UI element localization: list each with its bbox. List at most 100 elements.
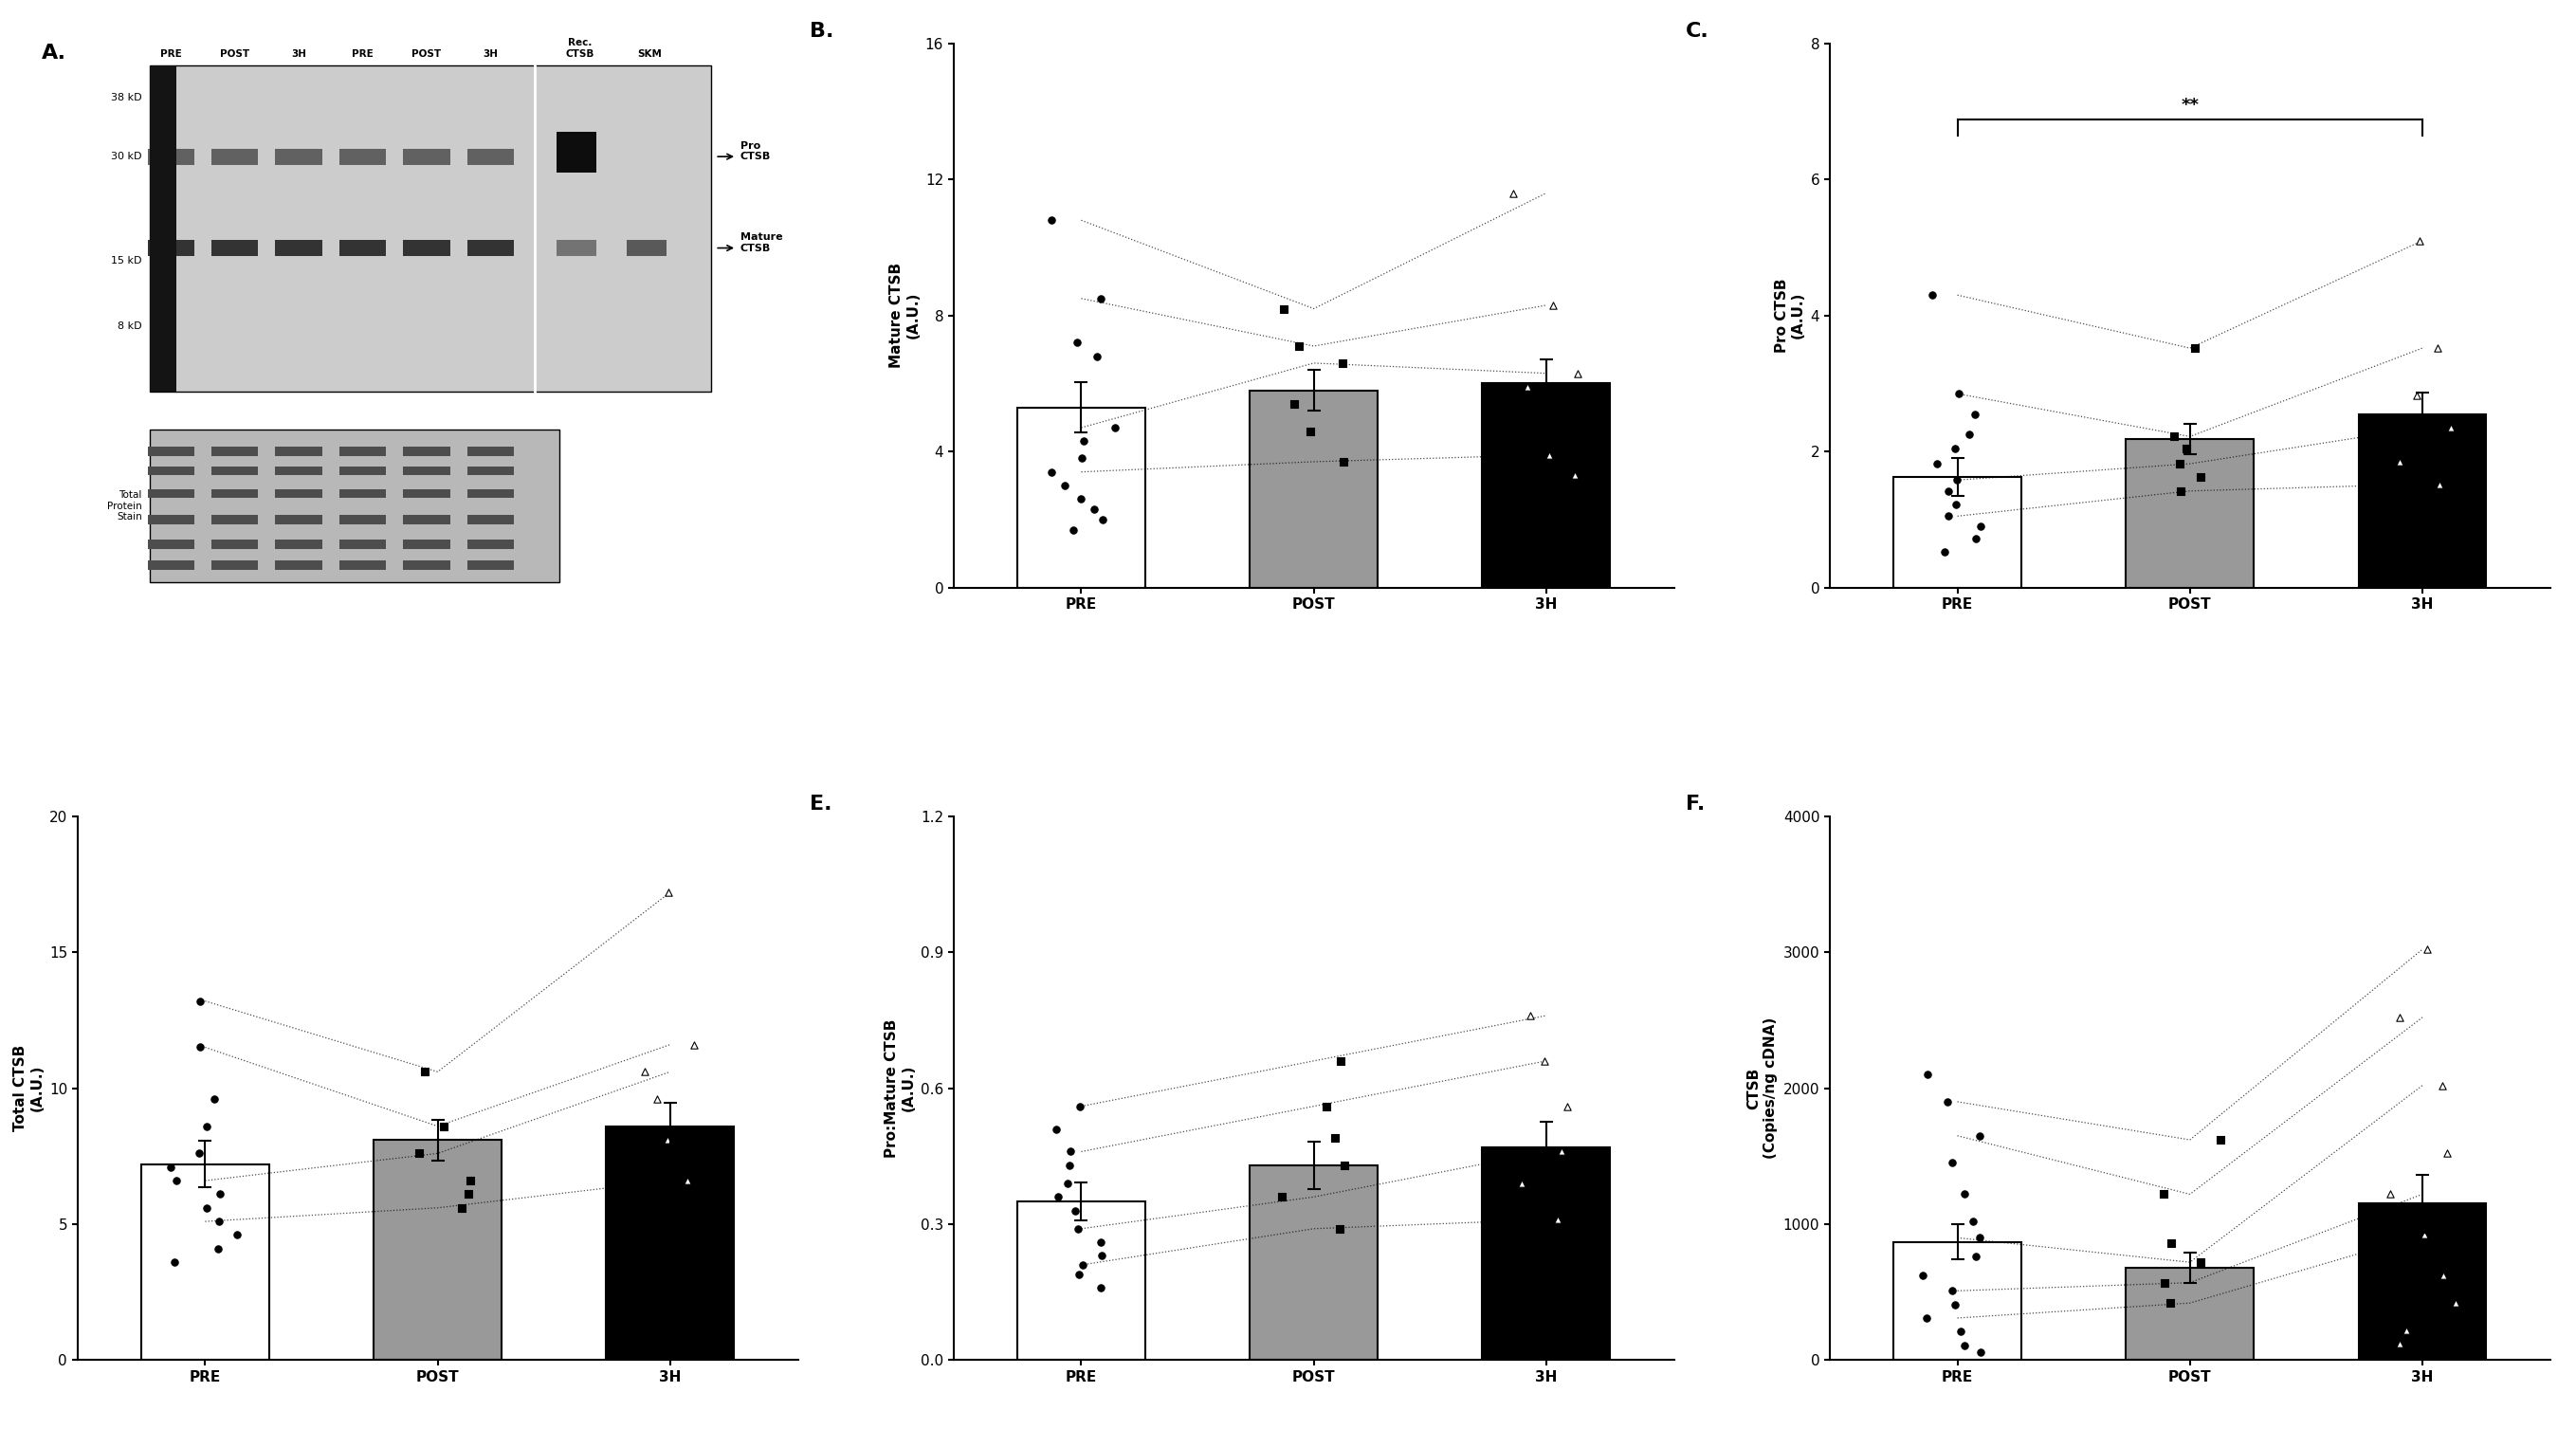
Bar	[276, 466, 322, 476]
Point	[2378, 1333, 2419, 1356]
Point	[2421, 1074, 2463, 1097]
Point	[1906, 1307, 1947, 1330]
Point	[1043, 475, 1084, 498]
Point	[2380, 450, 2421, 473]
Bar	[211, 149, 258, 165]
Bar	[147, 240, 193, 256]
Text: 3H: 3H	[482, 49, 497, 59]
Bar	[340, 240, 386, 256]
Bar	[149, 65, 711, 392]
Bar	[211, 447, 258, 456]
Point	[178, 1142, 219, 1165]
Bar	[147, 466, 193, 476]
Text: E.: E.	[809, 794, 832, 813]
Bar	[402, 447, 451, 456]
Bar	[402, 540, 451, 548]
Point	[667, 1169, 708, 1192]
Text: 8 kD: 8 kD	[118, 321, 142, 331]
Point	[422, 1114, 464, 1137]
Point	[2143, 1182, 2184, 1205]
Bar	[466, 515, 513, 524]
Point	[1960, 1340, 2002, 1363]
Point	[1924, 541, 1965, 564]
Point	[2403, 1224, 2445, 1247]
Text: Mature
CTSB: Mature CTSB	[739, 233, 783, 253]
Bar	[147, 540, 193, 548]
Point	[198, 1182, 240, 1205]
Point	[1937, 382, 1978, 405]
Point	[1079, 1276, 1121, 1299]
Point	[1937, 469, 1978, 492]
Point	[1030, 460, 1072, 483]
Point	[2166, 437, 2208, 460]
Bar	[1018, 407, 1146, 587]
Bar	[149, 65, 178, 392]
Bar	[340, 466, 386, 476]
Point	[1530, 443, 1571, 466]
Point	[1510, 1004, 1551, 1027]
Point	[149, 1156, 191, 1179]
Point	[1273, 392, 1314, 415]
Bar	[402, 466, 451, 476]
Point	[1082, 508, 1123, 531]
Point	[1947, 423, 1989, 446]
Bar	[466, 447, 513, 456]
Point	[2151, 1231, 2192, 1255]
Point	[1048, 1153, 1090, 1176]
Text: Total
Protein
Stain: Total Protein Stain	[108, 491, 142, 522]
Point	[1935, 1292, 1976, 1315]
Point	[2161, 479, 2202, 502]
Point	[1074, 498, 1115, 521]
Point	[1945, 1334, 1986, 1357]
Point	[1945, 1182, 1986, 1205]
Point	[2429, 417, 2470, 440]
Point	[1324, 1153, 1365, 1176]
Bar	[1481, 383, 1610, 587]
Point	[155, 1250, 196, 1273]
Text: C.: C.	[1685, 22, 1708, 41]
Text: 38 kD: 38 kD	[111, 93, 142, 103]
Point	[216, 1224, 258, 1247]
Bar	[211, 240, 258, 256]
Point	[1059, 1262, 1100, 1285]
Point	[2151, 1292, 2192, 1315]
Bar	[276, 561, 322, 570]
Point	[1278, 334, 1319, 357]
Point	[1540, 1140, 1582, 1163]
Bar	[211, 561, 258, 570]
Point	[1059, 1095, 1100, 1119]
Point	[2385, 1318, 2427, 1341]
Point	[2179, 1250, 2221, 1273]
Bar	[147, 561, 193, 570]
Point	[1932, 1152, 1973, 1175]
Bar	[340, 489, 386, 498]
Bar	[276, 489, 322, 498]
Bar	[142, 1165, 268, 1360]
Bar	[1249, 391, 1378, 587]
Point	[1546, 1095, 1587, 1119]
Bar	[1893, 1242, 2022, 1360]
Point	[1321, 352, 1363, 375]
Point	[672, 1033, 714, 1056]
Point	[2378, 1006, 2419, 1029]
Point	[1911, 284, 1953, 307]
Bar	[402, 489, 451, 498]
Point	[1262, 1185, 1303, 1208]
Bar	[147, 489, 193, 498]
Point	[1054, 518, 1095, 541]
Point	[1955, 1246, 1996, 1269]
Point	[1079, 287, 1121, 310]
Bar	[466, 561, 513, 570]
Y-axis label: Pro:Mature CTSB
(A.U.): Pro:Mature CTSB (A.U.)	[884, 1019, 914, 1158]
Point	[2200, 1129, 2241, 1152]
Point	[1906, 1064, 1947, 1087]
Point	[623, 1061, 665, 1084]
Point	[1525, 1049, 1566, 1072]
Point	[1319, 1217, 1360, 1240]
Text: Pro
CTSB: Pro CTSB	[739, 140, 770, 162]
Bar	[626, 240, 667, 256]
Text: B.: B.	[809, 22, 832, 41]
Point	[1051, 1140, 1092, 1163]
Point	[1927, 1090, 1968, 1113]
Text: SKM: SKM	[639, 49, 662, 59]
